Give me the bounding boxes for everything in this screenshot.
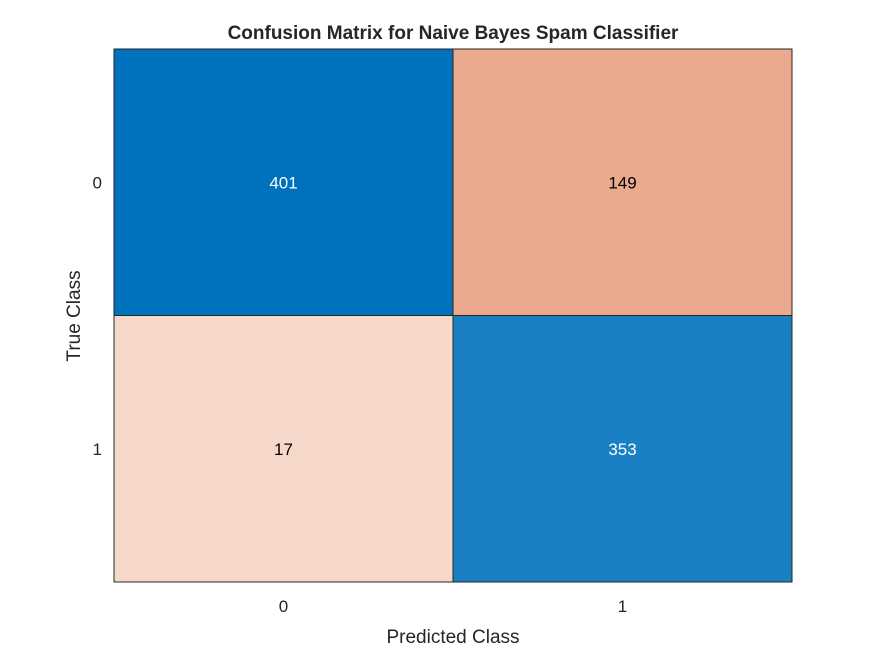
cell-value-label: 401 bbox=[269, 173, 297, 192]
chart-title: Confusion Matrix for Naive Bayes Spam Cl… bbox=[228, 23, 679, 44]
tick-labels: 0 1 0 1 bbox=[93, 173, 628, 616]
x-tick-label: 0 bbox=[279, 597, 288, 616]
heatmap-cell bbox=[452, 315, 793, 583]
y-tick-label: 1 bbox=[93, 440, 102, 459]
x-tick-label: 1 bbox=[618, 597, 627, 616]
cell-value-label: 353 bbox=[608, 440, 636, 459]
heatmap-cell bbox=[452, 48, 793, 316]
heatmap-cell bbox=[113, 315, 454, 583]
x-axis-label: Predicted Class bbox=[386, 627, 519, 648]
y-tick-label: 0 bbox=[93, 173, 102, 192]
heatmap-cells: 401 149 17 353 bbox=[113, 48, 793, 583]
cell-value-label: 17 bbox=[274, 440, 293, 459]
cell-value-label: 149 bbox=[608, 173, 636, 192]
plot-frame bbox=[113, 48, 793, 583]
y-axis-label: True Class bbox=[64, 270, 85, 361]
heatmap-cell bbox=[113, 48, 454, 316]
